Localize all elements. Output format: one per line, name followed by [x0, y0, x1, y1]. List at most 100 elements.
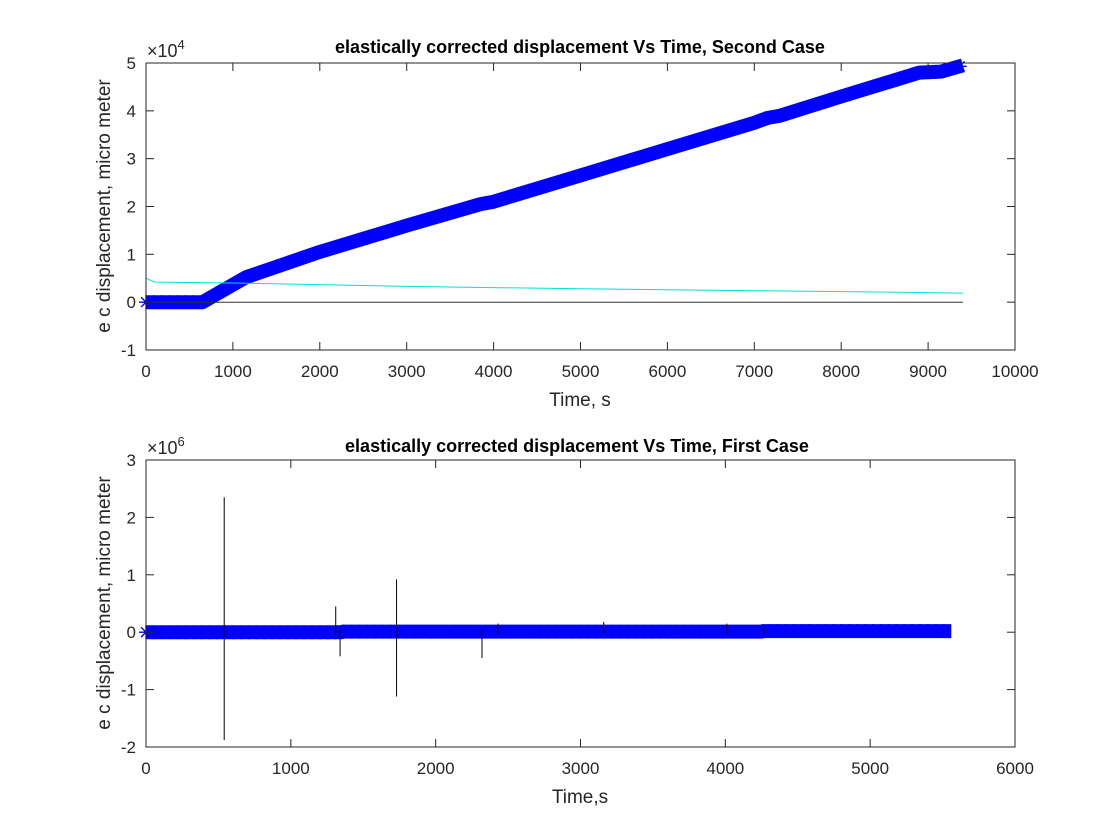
asterisk-marker	[668, 624, 683, 639]
asterisk-marker	[889, 624, 904, 639]
asterisk-marker	[747, 115, 762, 130]
asterisk-marker	[486, 624, 501, 639]
asterisk-marker	[557, 624, 572, 639]
asterisk-marker	[889, 72, 904, 87]
asterisk-marker	[225, 277, 240, 292]
asterisk-marker	[668, 139, 683, 154]
asterisk-marker	[613, 624, 627, 639]
asterisk-marker	[810, 624, 825, 639]
asterisk-marker	[636, 624, 651, 639]
asterisk-marker	[826, 624, 841, 639]
asterisk-marker	[265, 625, 280, 640]
plot-area-first-case	[139, 497, 952, 741]
asterisk-marker	[470, 197, 485, 212]
asterisk-marker	[494, 192, 509, 207]
asterisk-marker	[660, 624, 675, 639]
asterisk-marker	[707, 127, 722, 142]
asterisk-marker	[723, 122, 738, 137]
asterisk-marker	[731, 120, 746, 135]
asterisk-marker	[581, 624, 596, 639]
asterisk-marker	[826, 91, 841, 106]
asterisk-marker	[636, 149, 651, 164]
asterisk-marker	[881, 624, 896, 639]
asterisk-marker	[929, 624, 943, 639]
asterisk-marker	[936, 624, 951, 639]
asterisk-marker	[857, 624, 872, 639]
asterisk-marker	[865, 624, 880, 639]
asterisk-marker	[786, 624, 801, 639]
asterisk-marker	[786, 104, 801, 119]
asterisk-marker	[541, 624, 556, 639]
asterisk-marker	[723, 624, 738, 639]
subplot-first-case: 0 1000 2000 3000 4000 5000 6000 -2 -1 0 1 2 3 elasti…	[94, 434, 1034, 808]
asterisk-marker	[304, 625, 319, 640]
asterisk-marker	[541, 177, 556, 192]
asterisk-marker	[281, 625, 296, 640]
asterisk-marker	[897, 624, 912, 639]
y-tick-label: 1	[127, 245, 136, 264]
chart-title: elastically corrected displacement Vs Ti…	[345, 436, 809, 456]
asterisk-marker	[502, 624, 517, 639]
asterisk-marker	[873, 77, 888, 92]
asterisk-marker	[771, 624, 785, 639]
y-tick-label: 2	[127, 508, 136, 527]
asterisk-marker	[470, 624, 485, 639]
asterisk-marker	[376, 624, 390, 639]
y-multiplier: ×106	[147, 434, 185, 458]
asterisk-marker	[202, 291, 217, 306]
asterisk-marker	[644, 624, 659, 639]
asterisk-marker	[794, 624, 809, 639]
asterisk-marker	[415, 624, 430, 639]
asterisk-marker	[241, 625, 256, 640]
axes-box	[145, 459, 1016, 748]
asterisk-marker	[620, 624, 635, 639]
x-tick-label: 6000	[648, 362, 686, 381]
tick-labels: 0 1000 2000 3000 4000 5000 6000 7000 8000 9000 100…	[121, 54, 1039, 381]
asterisk-marker	[605, 624, 620, 639]
asterisk-marker	[818, 624, 833, 639]
asterisk-marker	[439, 624, 454, 639]
asterisk-marker	[676, 624, 691, 639]
asterisk-marker	[731, 624, 746, 639]
asterisk-marker	[218, 282, 232, 297]
asterisk-marker	[778, 106, 793, 121]
asterisk-marker	[336, 237, 351, 252]
series-line	[145, 277, 963, 294]
asterisk-marker	[447, 624, 462, 639]
x-tick-label: 2000	[301, 362, 339, 381]
x-axis-label: Time, s	[549, 390, 611, 411]
asterisk-marker	[249, 266, 264, 281]
asterisk-marker	[407, 216, 422, 231]
asterisk-marker	[518, 624, 533, 639]
asterisk-marker	[834, 624, 849, 639]
x-tick-label: 1000	[214, 362, 252, 381]
asterisk-marker	[391, 624, 406, 639]
asterisk-marker	[778, 624, 793, 639]
asterisk-marker	[794, 101, 809, 116]
asterisk-marker	[857, 82, 872, 97]
x-tick-label: 2000	[417, 759, 455, 778]
asterisk-marker	[573, 168, 588, 183]
asterisk-marker	[944, 61, 959, 76]
asterisk-marker	[170, 625, 185, 640]
asterisk-marker	[865, 79, 880, 94]
asterisk-marker	[186, 625, 201, 640]
asterisk-marker	[273, 258, 288, 273]
asterisk-marker	[589, 624, 604, 639]
asterisk-marker	[241, 269, 256, 284]
x-tick-label: 3000	[388, 362, 426, 381]
asterisk-marker	[802, 99, 817, 114]
asterisk-marker	[676, 137, 691, 152]
subplot-second-case: 0 1000 2000 3000 4000 5000 6000 7000 8000 9000 100…	[94, 37, 1039, 411]
asterisk-marker	[739, 624, 754, 639]
asterisk-marker	[684, 134, 699, 149]
asterisk-marker	[589, 163, 604, 178]
asterisk-marker	[376, 225, 390, 240]
asterisk-marker	[368, 228, 383, 243]
asterisk-marker	[763, 624, 778, 639]
x-tick-label: 3000	[562, 759, 600, 778]
asterisk-marker	[707, 624, 722, 639]
asterisk-marker	[755, 624, 770, 639]
asterisk-marker	[573, 624, 588, 639]
